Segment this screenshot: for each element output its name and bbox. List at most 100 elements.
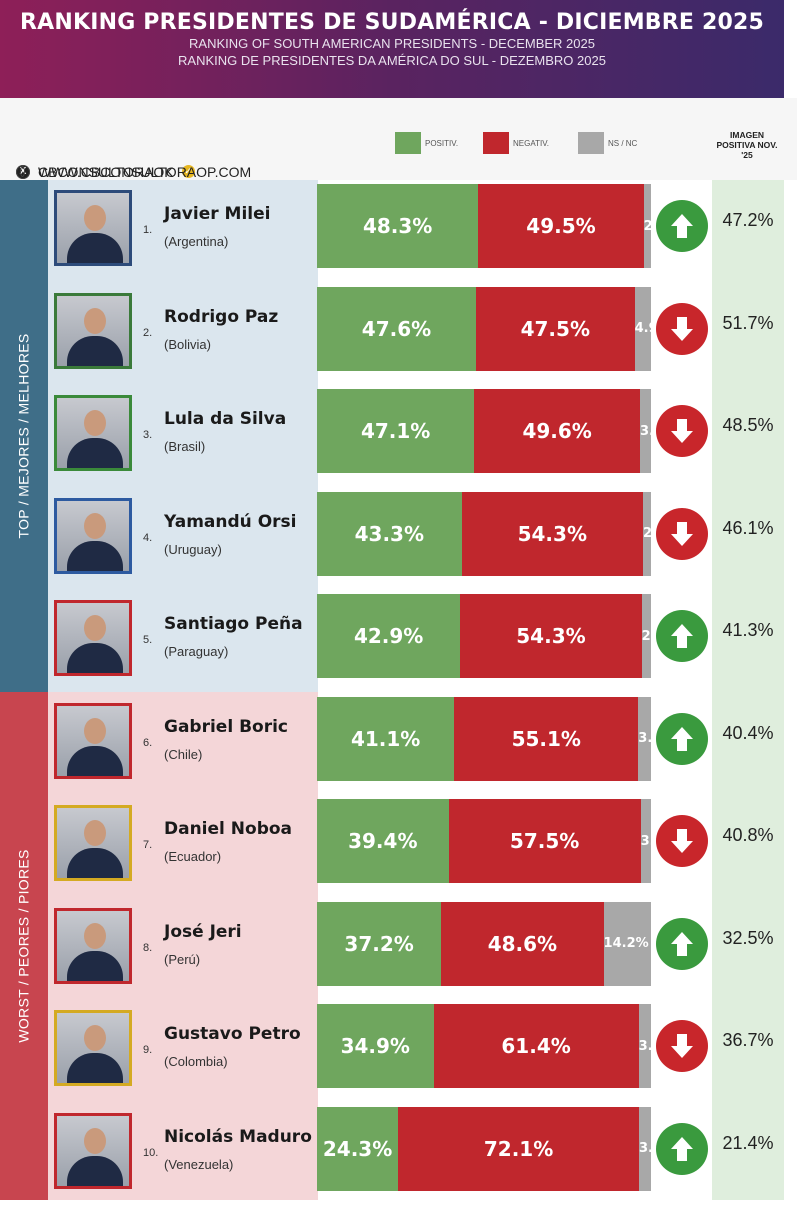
table-row: 6. Gabriel Boric (Chile) 41.1%55.1%3.8 40.4% [0,693,797,796]
bar-negative: 49.6% [474,389,640,473]
rank-number: 3. [143,429,153,441]
arrow-down-icon [671,521,693,546]
table-row: 1. Javier Milei (Argentina) 48.3%49.5%2.2 47… [0,180,797,283]
photo-body [67,1053,123,1083]
bar-negative: 49.5% [478,184,644,268]
table-row: 9. Gustavo Petro (Colombia) 34.9%61.4%3.7 36… [0,1000,797,1103]
trend-down-icon [656,302,708,355]
president-photo [54,1112,132,1189]
bar-negative: 57.5% [448,799,641,883]
president-photo [54,907,132,984]
president-photo [54,395,132,471]
arrow-down-icon [671,829,693,853]
website-link[interactable]: WWW.CBCONSULTORAOP.COM [38,163,252,180]
photo-body [67,950,123,981]
bar-negative: 47.5% [475,286,635,371]
trend-down-icon [656,405,708,457]
header-banner: RANKING PRESIDENTES DE SUDAMÉRICA - DICI… [0,0,784,98]
bar-negative: 48.6% [441,901,604,986]
approval-bar: 41.1%55.1%3.8 [317,696,651,781]
arrow-down-icon [671,1034,693,1058]
table-row: 4. Yamandú Orsi (Uruguay) 43.3%54.3%2.4 46.1… [0,488,797,591]
president-country: (Bolivia) [164,336,211,352]
trend-down-icon [656,815,708,867]
president-photo [54,600,132,676]
president-country: (Argentina) [164,234,229,249]
approval-bar: 43.3%54.3%2.4 [317,491,651,576]
president-name: Javier Milei [164,204,271,224]
x-handle[interactable]: CBCONSULTORAOK [38,163,174,180]
bar-negative: 55.1% [454,696,639,781]
subtitle-english: RANKING OF SOUTH AMERICAN PRESIDENTS - D… [189,36,595,51]
rank-number: 6. [143,736,153,749]
bar-nsnc: 2.8 [641,594,651,678]
verified-badge-icon: ✓ [181,165,195,178]
arrow-up-icon [671,726,693,751]
bar-nsnc: 3.7 [638,1004,651,1088]
imagen-value: 36.7% [722,1030,774,1050]
approval-bar: 37.2% 48.6% 14.2% [317,901,651,986]
approval-bar: 39.4%57.5%3.1 [317,799,651,883]
photo-head [84,717,106,744]
imagen-positiva-header: IMAGEN POSITIVA NOV. '25 [716,130,778,160]
photo-body [67,848,123,878]
bar-nsnc: 3.1 [640,799,651,883]
photo-head [84,1127,106,1154]
legend-nsnc: NS / NC [578,132,637,154]
website-row[interactable]: WWW.CBCONSULTORAOP.COM [16,120,797,223]
president-name: Daniel Noboa [164,819,293,839]
approval-bar: 47.1%49.6%3.3 [317,389,651,473]
bar-nsnc: 14.2% [603,901,651,986]
bar-positive: 43.3% [317,491,462,576]
trend-down-icon [656,507,708,560]
trend-up-icon [656,917,708,970]
rank-number: 2. [143,326,153,339]
approval-bar: 42.9%54.3%2.8 [317,594,651,678]
bar-nsnc: 3.8 [638,696,651,781]
arrow-up-icon [671,931,693,956]
bar-positive: 41.1% [317,696,455,781]
rank-number: 1. [143,224,153,236]
president-country: (Brasil) [164,439,206,454]
photo-head [84,615,106,641]
photo-body [67,335,123,366]
president-name: Rodrigo Paz [164,306,279,327]
legend-positive-swatch [395,132,421,154]
photo-head [84,410,106,436]
imagen-value: 48.5% [722,415,774,435]
president-photo [54,497,132,574]
table-row: 3. Lula da Silva (Brasil) 47.1%49.6%3.3 48.5… [0,385,797,488]
president-country: (Colombia) [164,1054,228,1069]
table-row: 10. Nicolás Maduro (Venezuela) 24.3%72.1%3.… [0,1103,797,1206]
president-photo [54,190,132,266]
bar-positive: 37.2% [317,901,442,986]
imagen-value: 51.7% [722,312,774,333]
photo-body [67,643,123,673]
table-row: 7. Daniel Noboa (Ecuador) 39.4%57.5%3.1 40.8… [0,795,797,898]
legend-negative: NEGATIV. [483,132,549,154]
president-name: Santiago Peña [164,614,303,634]
bar-positive: 34.9% [317,1004,434,1088]
president-country: (Perú) [164,951,201,967]
president-name: Nicolás Maduro [164,1126,312,1147]
bar-positive: 47.1% [317,389,475,473]
table-row: 5. Santiago Peña (Paraguay) 42.9%54.3%2.8 41… [0,590,797,693]
bar-positive: 48.3% [317,184,479,268]
president-name: Yamandú Orsi [164,511,297,532]
president-name: Gustavo Petro [164,1024,301,1044]
arrow-up-icon [671,214,693,238]
bar-positive: 39.4% [317,799,449,883]
photo-head [84,512,106,539]
president-country: (Chile) [164,746,203,762]
legend-positive: POSITIV. [395,132,458,154]
approval-bar: 34.9%61.4%3.7 [317,1004,651,1088]
photo-body [67,745,123,776]
photo-head [84,922,106,949]
president-photo [54,292,132,369]
bar-negative: 72.1% [398,1106,639,1191]
rank-number: 8. [143,941,153,954]
president-name: José Jeri [164,921,242,942]
bar-negative: 54.3% [461,491,643,576]
imagen-value: 32.5% [722,927,774,948]
bar-positive: 24.3% [317,1106,399,1191]
